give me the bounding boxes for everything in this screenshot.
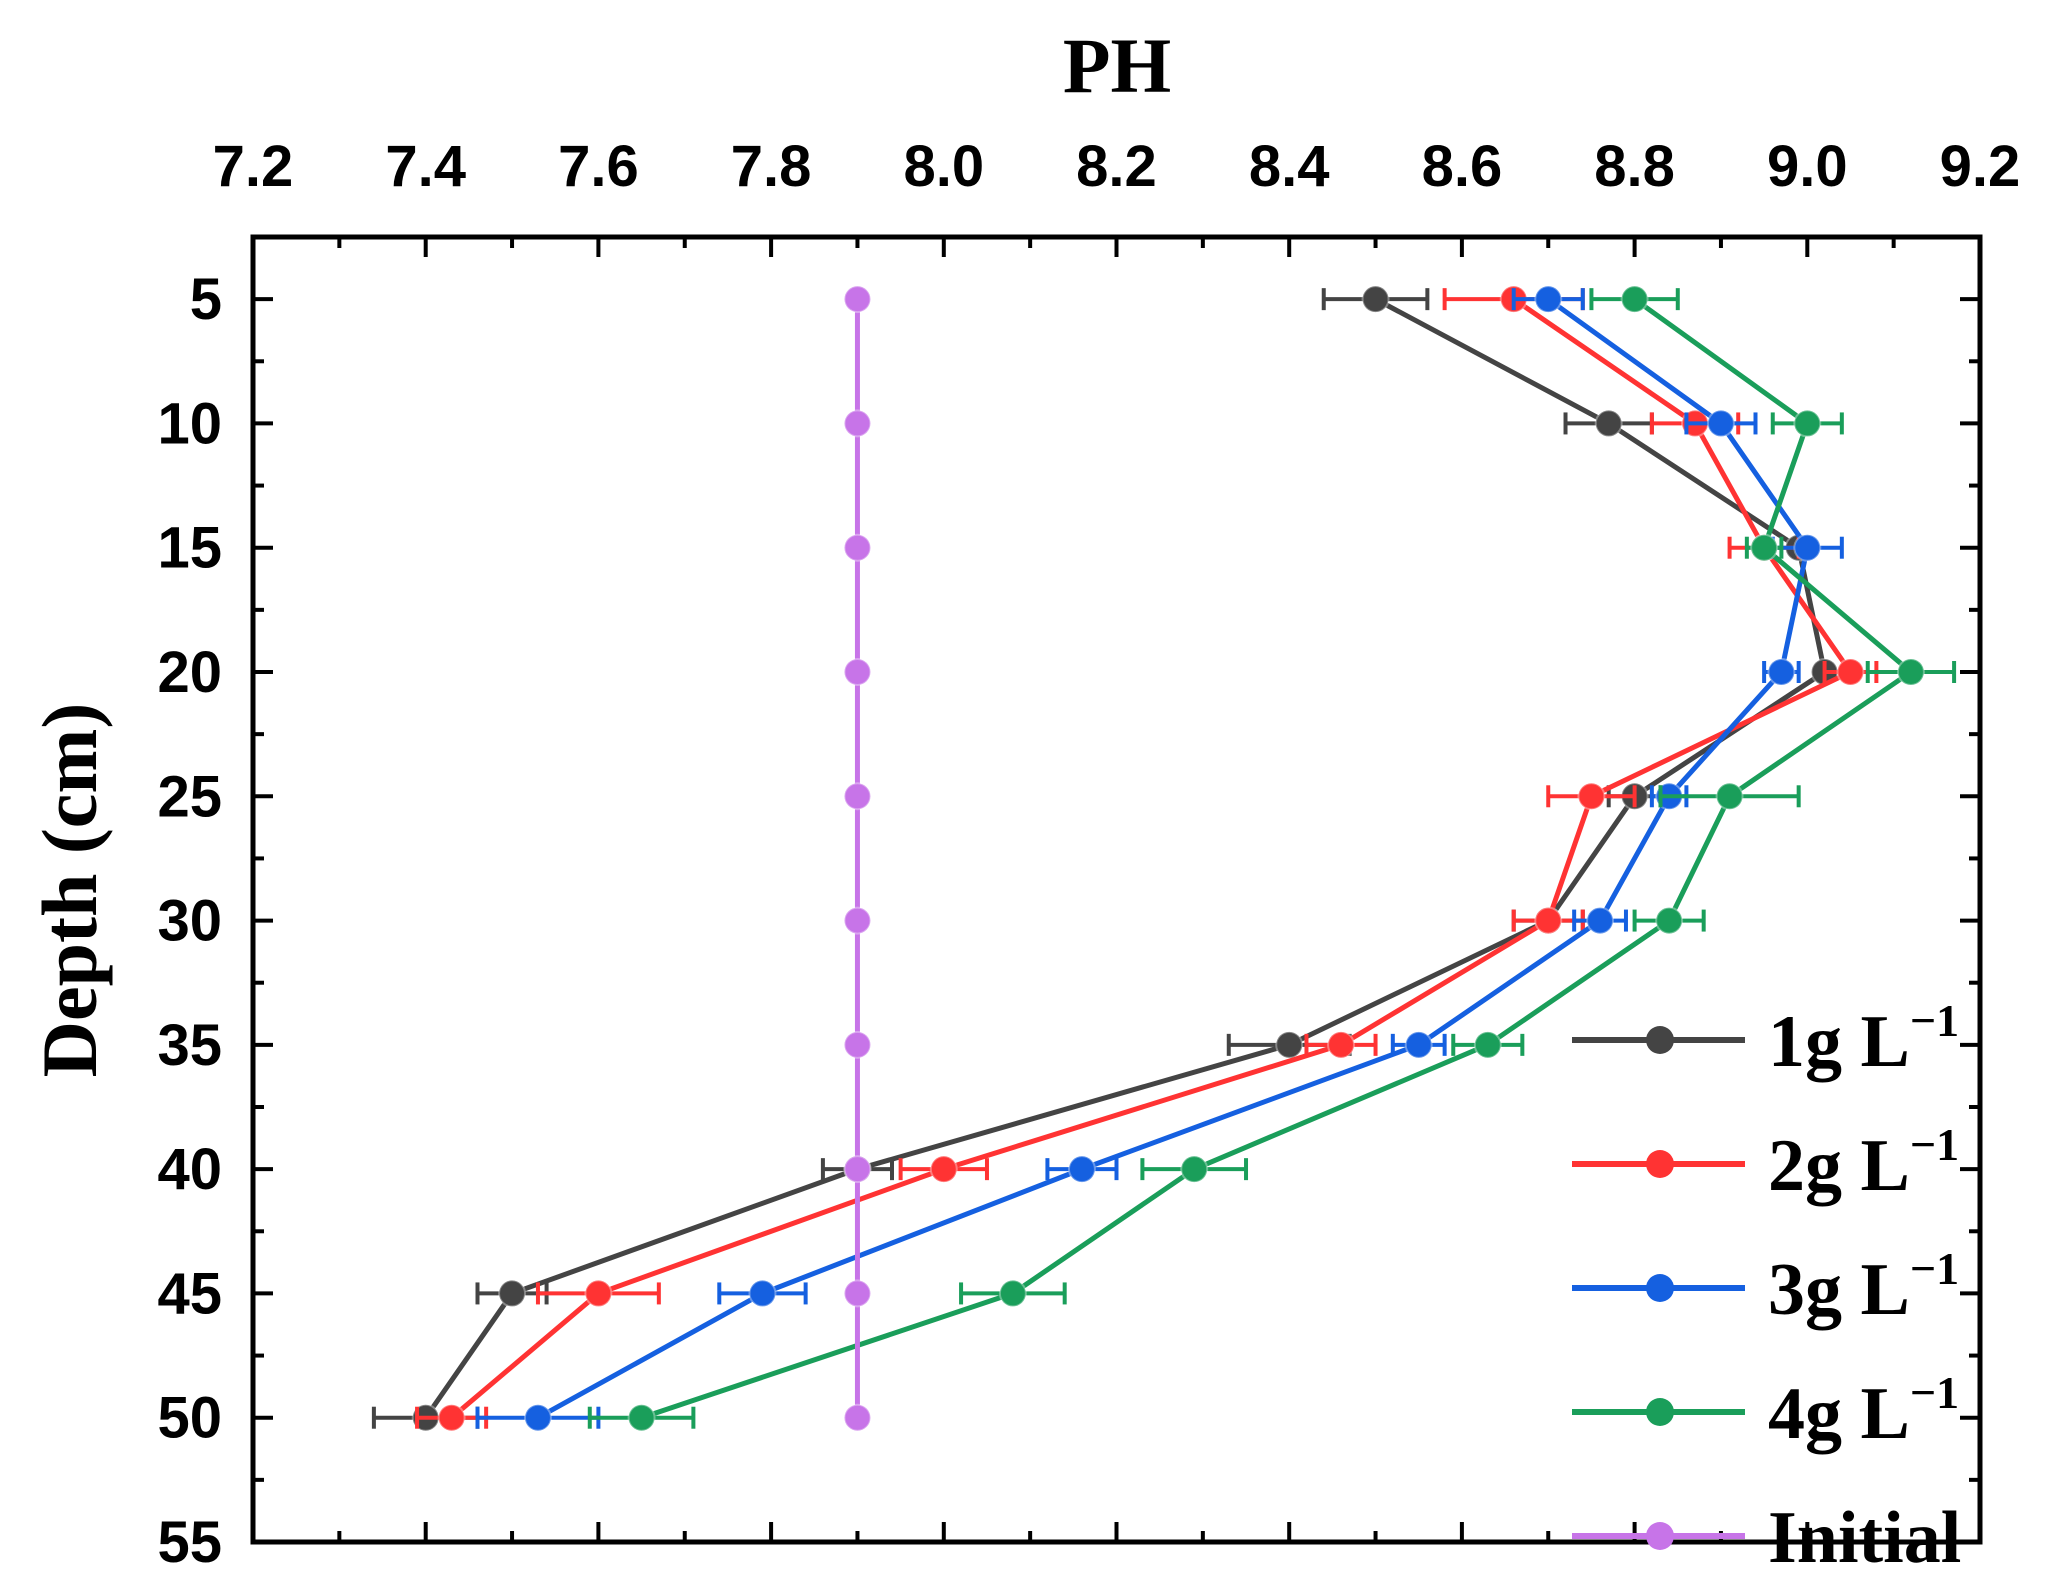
data-point xyxy=(1067,1155,1096,1184)
series-3 xyxy=(475,285,1844,1432)
data-point xyxy=(437,1403,466,1432)
data-point xyxy=(843,409,872,438)
data-point xyxy=(843,1403,872,1432)
legend-item-4: 4g L−1 xyxy=(1572,1367,1959,1455)
x-tick-label: 7.4 xyxy=(385,134,466,199)
data-point xyxy=(1534,285,1563,314)
data-point xyxy=(843,285,872,314)
series-line xyxy=(640,297,1914,1421)
x-tick-label: 8.8 xyxy=(1594,134,1675,199)
data-point xyxy=(1750,533,1779,562)
legend-item-3: 3g L−1 xyxy=(1572,1243,1959,1331)
legend-label-superscript: −1 xyxy=(1910,995,1959,1046)
series-line xyxy=(423,296,1828,1420)
data-point xyxy=(843,533,872,562)
data-point xyxy=(1586,906,1615,935)
y-tick-label: 50 xyxy=(157,1386,222,1451)
data-point xyxy=(1275,1030,1304,1059)
y-tick-label: 15 xyxy=(157,516,222,581)
legend-marker xyxy=(1646,1522,1674,1550)
data-point xyxy=(998,1279,1027,1308)
y-tick-label: 20 xyxy=(157,640,222,705)
y-tick-label: 25 xyxy=(157,764,222,829)
x-tick-label: 8.2 xyxy=(1076,134,1157,199)
data-point xyxy=(1655,906,1684,935)
y-tick-label: 30 xyxy=(157,889,222,954)
data-point xyxy=(523,1403,552,1432)
plot-area-frame xyxy=(250,234,1983,1545)
legend-item-1: 1g L−1 xyxy=(1572,995,1959,1083)
data-point xyxy=(843,1030,872,1059)
legend-marker xyxy=(1646,1026,1674,1054)
legend-label: 2g L−1 xyxy=(1768,1119,1959,1207)
data-point xyxy=(843,782,872,811)
legend-label: 4g L−1 xyxy=(1768,1367,1959,1455)
y-tick-label: 5 xyxy=(190,267,222,332)
data-point xyxy=(1404,1030,1433,1059)
data-point xyxy=(843,906,872,935)
data-point xyxy=(1473,1030,1502,1059)
data-point xyxy=(1767,658,1796,686)
data-point xyxy=(1715,782,1744,811)
legend-label: 3g L−1 xyxy=(1768,1243,1959,1331)
y-tick-label: 40 xyxy=(157,1137,222,1202)
data-point xyxy=(1706,409,1735,438)
series-4 xyxy=(587,285,1957,1432)
x-tick-label: 9.2 xyxy=(1940,134,2021,199)
data-point xyxy=(1836,658,1865,686)
y-axis-ticks: 5 10 15 20 25 30 35 40 45 50 55 xyxy=(157,267,1980,1575)
legend-marker xyxy=(1646,1274,1674,1302)
data-point xyxy=(748,1279,777,1308)
data-point xyxy=(627,1403,656,1432)
chart-title: PH xyxy=(1063,22,1171,109)
data-point xyxy=(1594,409,1623,438)
x-tick-label: 8.0 xyxy=(903,134,984,199)
legend-marker xyxy=(1646,1398,1674,1426)
data-point xyxy=(1896,658,1925,686)
y-tick-label: 10 xyxy=(157,391,222,456)
legend-item-2: 2g L−1 xyxy=(1572,1119,1959,1207)
legend-label: 1g L−1 xyxy=(1768,995,1959,1083)
y-tick-label: 35 xyxy=(157,1013,222,1078)
x-tick-label: 7.6 xyxy=(558,134,639,199)
y-tick-label: 45 xyxy=(157,1261,222,1326)
data-point xyxy=(1620,285,1649,314)
x-tick-label: 7.2 xyxy=(213,134,294,199)
x-tick-label: 9.0 xyxy=(1767,134,1848,199)
data-point xyxy=(1793,533,1822,562)
data-point xyxy=(1534,906,1563,935)
data-point xyxy=(843,1155,872,1184)
legend-label: Initial xyxy=(1768,1497,1961,1579)
data-point xyxy=(498,1279,527,1308)
x-axis-ticks: 7.2 7.4 7.6 7.8 8.0 8.2 8.4 8.6 8.8 9.0 9.2 xyxy=(213,134,2021,1542)
data-point xyxy=(1577,782,1606,811)
data-point xyxy=(1180,1155,1209,1184)
series-layer xyxy=(371,285,1957,1432)
y-tick-label: 55 xyxy=(157,1510,222,1575)
legend-item-5: Initial xyxy=(1572,1497,1961,1579)
legend-label-superscript: −1 xyxy=(1910,1119,1959,1170)
data-point xyxy=(843,658,872,686)
legend-label-superscript: −1 xyxy=(1910,1243,1959,1294)
legend-label-superscript: −1 xyxy=(1910,1367,1959,1418)
x-tick-label: 8.6 xyxy=(1422,134,1503,199)
data-point xyxy=(929,1155,958,1184)
data-point xyxy=(843,1279,872,1308)
legend-marker xyxy=(1646,1150,1674,1178)
x-tick-label: 8.4 xyxy=(1249,134,1330,199)
data-point xyxy=(1793,409,1822,438)
data-point xyxy=(1327,1030,1356,1059)
y-axis-label: Depth (cm) xyxy=(26,703,113,1078)
series-line xyxy=(536,297,1810,1420)
x-tick-label: 7.8 xyxy=(731,134,812,199)
series-line xyxy=(449,297,1853,1420)
series-1 xyxy=(371,285,1839,1432)
legend: 1g L−1 2g L−1 3g L−1 4g L−1 Initial xyxy=(1572,995,1961,1579)
data-point xyxy=(584,1279,613,1308)
data-point xyxy=(1361,285,1390,314)
series-5 xyxy=(843,285,872,1432)
